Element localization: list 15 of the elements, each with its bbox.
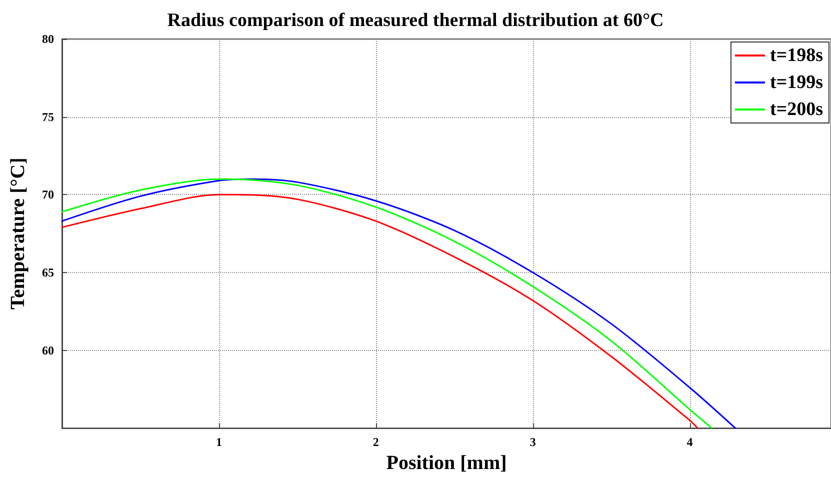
legend-label: t=199s <box>770 72 824 93</box>
legend-label: t=200s <box>770 99 824 120</box>
y-tick-label: 80 <box>42 32 54 46</box>
chart-title: Radius comparison of measured thermal distribution at 60°C <box>167 10 664 31</box>
x-tick-label: 3 <box>530 435 536 450</box>
x-tick-label: 2 <box>372 435 379 450</box>
x-tick-label: 4 <box>686 435 693 450</box>
x-axis-title: Position [mm] <box>386 452 507 474</box>
legend-label: t=198s <box>770 45 824 66</box>
y-tick-label: 70 <box>42 188 54 202</box>
y-tick-label: 65 <box>42 265 54 280</box>
y-tick-label: 75 <box>42 110 54 124</box>
x-tick-label: 1 <box>216 435 222 450</box>
y-axis-title: Temperature [°C] <box>7 158 29 310</box>
y-tick-label: 60 <box>42 343 54 358</box>
